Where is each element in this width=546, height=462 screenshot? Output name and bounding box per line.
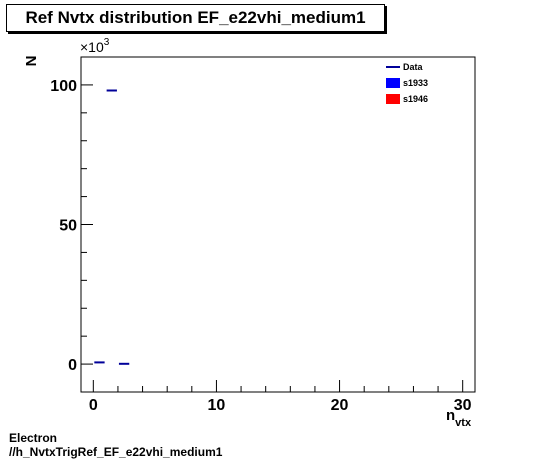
x-axis-tick-labels: 0 10 20 30 bbox=[89, 397, 472, 414]
x-axis-label: nvtx bbox=[446, 407, 472, 429]
footer-category: Electron bbox=[9, 431, 58, 445]
x-axis-label-main: n bbox=[446, 407, 455, 424]
y-multiplier-exponent: 3 bbox=[104, 37, 110, 48]
y-axis-ticks bbox=[81, 56, 93, 393]
y-multiplier: ×103 bbox=[80, 37, 110, 55]
y-multiplier-base: ×10 bbox=[80, 39, 104, 55]
chart-title: Ref Nvtx distribution EF_e22vhi_medium1 bbox=[6, 4, 385, 32]
legend-swatch-box bbox=[386, 94, 400, 104]
y-tick-label: 50 bbox=[59, 218, 77, 235]
data-series bbox=[94, 89, 130, 365]
legend: Data s1933 s1946 bbox=[386, 62, 428, 104]
x-tick-label: 20 bbox=[331, 397, 349, 414]
y-axis-tick-labels: 0 50 100 bbox=[50, 78, 77, 374]
y-axis-label: N bbox=[23, 56, 40, 67]
y-tick-label: 100 bbox=[50, 78, 77, 95]
y-tick-label: 0 bbox=[68, 357, 77, 374]
legend-swatch-box bbox=[386, 78, 400, 88]
plot-frame bbox=[80, 56, 476, 393]
x-tick-label: 0 bbox=[89, 397, 98, 414]
x-tick-label: 10 bbox=[208, 397, 226, 414]
x-tick-label: 30 bbox=[454, 397, 472, 414]
footer-histogram-path: //h_NvtxTrigRef_EF_e22vhi_medium1 bbox=[9, 445, 223, 459]
x-axis-label-sub: vtx bbox=[455, 417, 472, 429]
x-axis-ticks bbox=[92, 380, 464, 392]
legend-label: Data bbox=[403, 62, 424, 72]
legend-label: s1946 bbox=[403, 94, 428, 104]
legend-label: s1933 bbox=[403, 78, 428, 88]
